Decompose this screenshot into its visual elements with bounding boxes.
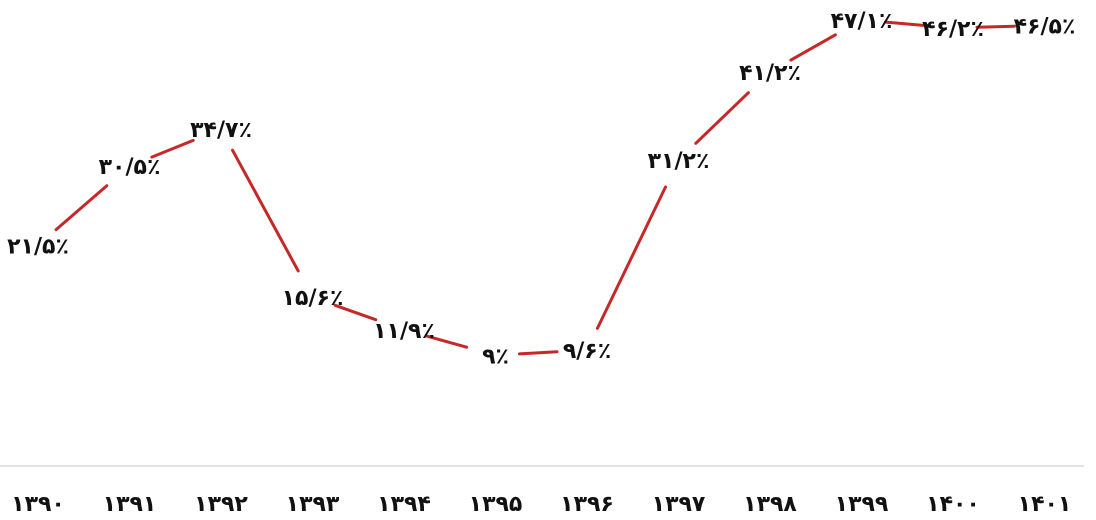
x-tick-label: ۱۳۹۶ (560, 492, 614, 517)
line-segment (694, 91, 750, 145)
line-segment (518, 350, 559, 356)
line-segment (150, 138, 195, 159)
data-label: ۴۶/۵٪ (1014, 14, 1076, 39)
line-segment (789, 33, 837, 62)
data-label: ۴۱/۲٪ (739, 61, 801, 86)
data-labels: ۲۱/۵٪ ۳۰/۵٪ ۳۴/۷٪ ۱۵/۶٪ ۱۱/۹٪ ۹٪ ۹/۶٪ ۳۱/۲٪ ۴۱/۲… (7, 9, 1075, 369)
line-segment (333, 303, 378, 322)
data-label: ۹/۶٪ (563, 339, 611, 364)
line-segment (425, 334, 469, 349)
data-label: ۱۵/۶٪ (282, 286, 344, 311)
data-label: ۳۱/۲٪ (648, 149, 710, 174)
x-tick-label: ۱۳۹۹ (835, 492, 889, 517)
line-segment (883, 20, 925, 27)
x-tick-label: ۱۳۹۳ (286, 492, 340, 517)
x-tick-label: ۱۳۹۱ (103, 492, 157, 517)
x-tick-label: ۱۳۹۴ (377, 492, 431, 517)
x-tick-label: ۱۴۰۱ (1018, 492, 1072, 517)
data-label: ۹٪ (482, 344, 509, 369)
x-tick-label: ۱۳۹۵ (469, 492, 523, 517)
x-tick-label: ۱۳۹۰ (11, 492, 65, 517)
line-segment (975, 24, 1016, 29)
data-label: ۴۶/۲٪ (922, 17, 984, 42)
line-segment (595, 185, 667, 330)
data-label: ۳۰/۵٪ (99, 155, 161, 180)
data-label: ۳۴/۷٪ (190, 118, 252, 143)
x-tick-label: ۱۳۹۸ (743, 492, 797, 517)
data-label: ۲۱/۵٪ (7, 234, 69, 259)
line-segment (54, 184, 109, 232)
x-axis-ticks: ۱۳۹۰ ۱۳۹۱ ۱۳۹۲ ۱۳۹۳ ۱۳۹۴ ۱۳۹۵ ۱۳۹۶ ۱۳۹۷ ۱۳۹۸ ۱۳۹۹… (11, 492, 1071, 517)
line-segment (231, 148, 300, 273)
x-tick-label: ۱۳۹۲ (194, 492, 248, 517)
data-label: ۱۱/۹٪ (373, 319, 435, 344)
x-tick-label: ۱۳۹۷ (652, 492, 706, 517)
data-label: ۴۷/۱٪ (831, 9, 893, 34)
x-tick-label: ۱۴۰۰ (926, 492, 980, 517)
series-line (54, 20, 1016, 356)
